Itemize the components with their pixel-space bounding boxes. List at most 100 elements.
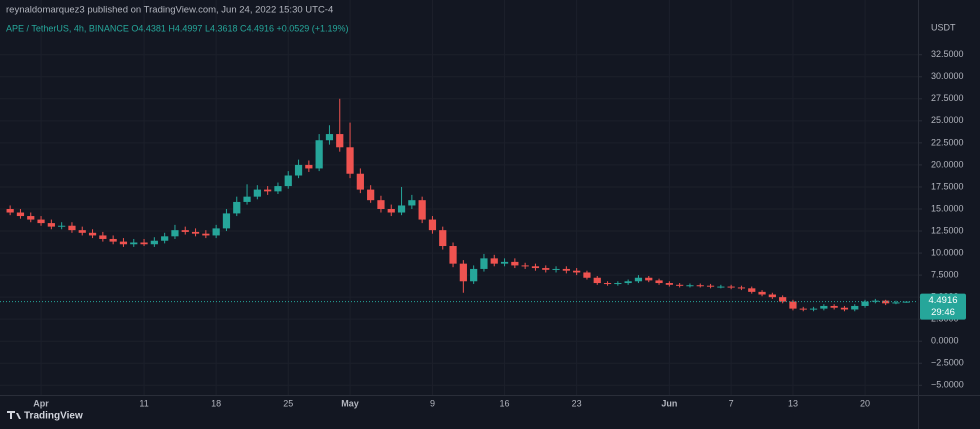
x-tick-label: 9: [430, 398, 435, 408]
y-tick-label: 7.5000: [931, 269, 959, 279]
candles: [6, 98, 910, 312]
x-tick-label: 25: [283, 398, 293, 408]
candle-body: [521, 265, 529, 267]
candle-body: [851, 305, 859, 310]
candle-body: [119, 241, 128, 245]
candle-body: [655, 280, 663, 284]
candle-body: [68, 225, 76, 231]
candle-body: [696, 285, 704, 287]
candle-body: [645, 277, 653, 281]
candle-body: [624, 281, 632, 284]
y-tick-label: 30.0000: [931, 71, 964, 81]
candle-body: [377, 200, 385, 209]
candle-body: [140, 242, 148, 245]
candle-body: [470, 268, 478, 282]
candle-body: [294, 164, 303, 176]
candle-body: [799, 308, 807, 310]
candle-body: [706, 285, 715, 287]
candle-body: [439, 230, 447, 247]
candle-body: [88, 232, 97, 236]
candle-body: [531, 266, 540, 269]
candle-body: [191, 231, 200, 234]
candle-body: [16, 212, 25, 217]
candle-body: [820, 305, 828, 309]
candle-body: [809, 308, 818, 310]
candle-body: [789, 301, 797, 309]
candle-body: [542, 268, 550, 270]
candle-body: [325, 134, 334, 141]
candle-body: [511, 261, 519, 266]
candle-body: [593, 277, 601, 284]
candle-body: [274, 186, 282, 192]
candle-body: [264, 189, 272, 192]
candle-body: [573, 270, 581, 273]
candle-body: [109, 238, 117, 242]
candle-body: [490, 258, 498, 264]
publisher-line: reynaldomarquez3 published on TradingVie…: [6, 5, 333, 16]
candle-body: [676, 284, 684, 286]
y-tick-label: 20.0000: [931, 159, 964, 169]
candle-body: [830, 305, 838, 308]
x-tick-label: 23: [572, 398, 582, 408]
candle-body: [727, 286, 735, 288]
candle-body: [233, 201, 241, 214]
symbol-legend: APE / TetherUS, 4h, BINANCE O4.4381 H4.4…: [6, 23, 349, 33]
candle-body: [892, 302, 900, 304]
candle-body: [449, 246, 457, 264]
candle-body: [27, 216, 35, 220]
y-tick-label: 22.5000: [931, 137, 964, 147]
brand: TradingView: [7, 411, 83, 422]
y-tick-label: 15.0000: [931, 203, 964, 213]
candle-body: [686, 285, 694, 287]
candle-body: [161, 236, 169, 241]
x-tick-label: Jun: [661, 398, 677, 408]
candle-body: [346, 147, 354, 174]
candle-body: [253, 189, 261, 197]
candle-body: [243, 196, 251, 202]
candle-body: [99, 235, 107, 239]
x-tick-label: 20: [860, 398, 870, 408]
x-tick-label: 13: [788, 398, 798, 408]
candle-body: [397, 205, 406, 213]
candle-body: [500, 261, 509, 264]
x-tick-label: 11: [139, 398, 148, 408]
candle-body: [603, 283, 612, 285]
candle-body: [284, 175, 292, 187]
candle-body: [583, 272, 591, 278]
candle-body: [779, 297, 787, 302]
y-tick-label: 0.0000: [931, 336, 959, 346]
candle-body: [871, 300, 879, 302]
y-tick-label: −5.0000: [931, 380, 964, 390]
y-tick-label: 17.5000: [931, 181, 964, 191]
candle-body: [171, 230, 179, 237]
candle-body: [480, 258, 488, 269]
candle-body: [356, 173, 364, 190]
candle-body: [150, 240, 158, 245]
candle-body: [758, 291, 766, 295]
y-tick-label: −2.5000: [931, 358, 964, 368]
candle-body: [418, 200, 426, 220]
candle-body: [367, 189, 375, 201]
x-tick-label: May: [341, 398, 359, 408]
candle-body: [840, 307, 849, 310]
candle-body: [37, 219, 45, 224]
candle-body: [315, 140, 323, 169]
candle-body: [305, 164, 313, 169]
candle-body: [634, 277, 643, 282]
candle-body: [47, 223, 55, 227]
x-tick-label: 16: [500, 398, 510, 408]
brand-logo: [7, 411, 21, 419]
candle-body: [665, 283, 673, 285]
y-tick-label: 10.0000: [931, 247, 964, 257]
candle-body: [737, 287, 746, 289]
candle-body: [130, 242, 138, 245]
candle-body: [428, 219, 437, 231]
candle-body: [614, 283, 622, 285]
candle-body: [552, 268, 560, 270]
y-tick-label: 27.5000: [931, 93, 964, 103]
candle-body: [212, 228, 220, 236]
candle-body: [6, 208, 14, 213]
x-tick-label: 18: [211, 398, 221, 408]
brand-name: TradingView: [24, 411, 83, 422]
bar-countdown: 29:46: [931, 307, 955, 318]
